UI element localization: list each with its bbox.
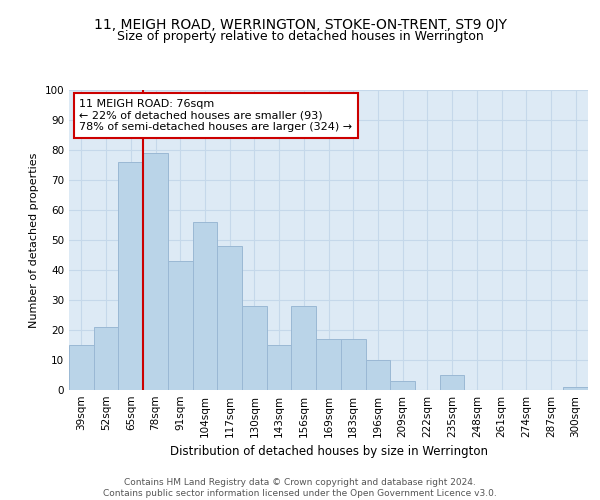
Bar: [193, 222, 217, 390]
Text: 11, MEIGH ROAD, WERRINGTON, STOKE-ON-TRENT, ST9 0JY: 11, MEIGH ROAD, WERRINGTON, STOKE-ON-TRE…: [94, 18, 506, 32]
Bar: [217, 246, 242, 390]
Text: Size of property relative to detached houses in Werrington: Size of property relative to detached ho…: [116, 30, 484, 43]
Bar: [94, 327, 118, 390]
Bar: [292, 306, 316, 390]
Bar: [341, 339, 365, 390]
Bar: [316, 339, 341, 390]
Bar: [390, 381, 415, 390]
Text: Contains HM Land Registry data © Crown copyright and database right 2024.
Contai: Contains HM Land Registry data © Crown c…: [103, 478, 497, 498]
Bar: [267, 345, 292, 390]
Bar: [118, 162, 143, 390]
Bar: [365, 360, 390, 390]
Bar: [69, 345, 94, 390]
Text: 11 MEIGH ROAD: 76sqm
← 22% of detached houses are smaller (93)
78% of semi-detac: 11 MEIGH ROAD: 76sqm ← 22% of detached h…: [79, 99, 353, 132]
Bar: [440, 375, 464, 390]
Bar: [563, 387, 588, 390]
Bar: [242, 306, 267, 390]
Bar: [143, 153, 168, 390]
X-axis label: Distribution of detached houses by size in Werrington: Distribution of detached houses by size …: [170, 446, 487, 458]
Bar: [168, 261, 193, 390]
Y-axis label: Number of detached properties: Number of detached properties: [29, 152, 39, 328]
